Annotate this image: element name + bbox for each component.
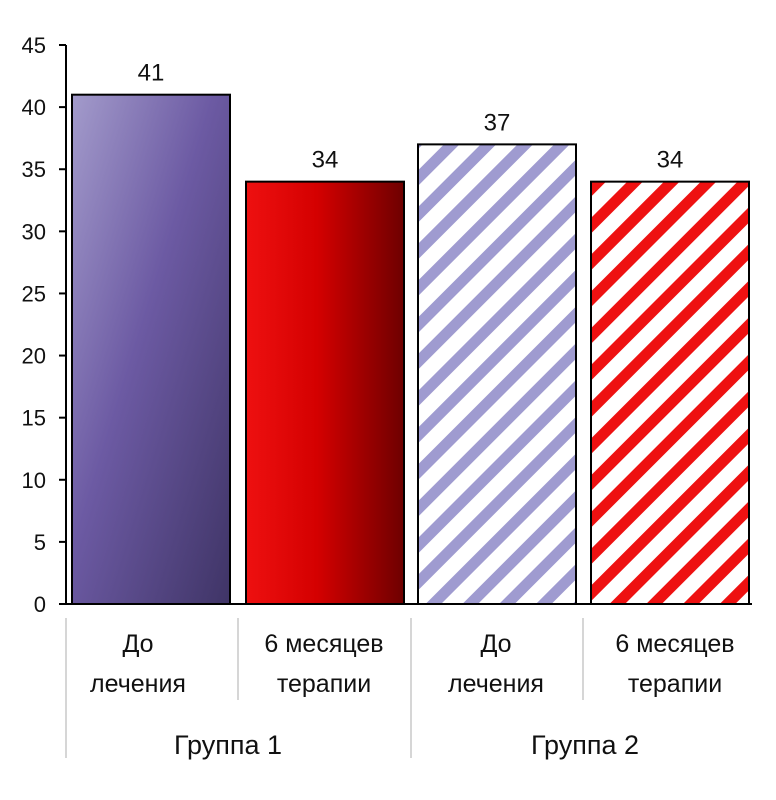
y-tick-label-15: 15	[22, 406, 46, 431]
category-label-4-line-1: 6 месяцев	[615, 630, 734, 658]
data-label-1: 41	[138, 60, 165, 87]
y-tick-label-30: 30	[22, 219, 46, 244]
category-label-3-line-2: лечения	[448, 670, 544, 698]
category-label-3-line-1: До	[480, 630, 511, 658]
y-tick-label-20: 20	[22, 344, 46, 369]
y-axis: 0 5 10 15 20 25 30 35 40 45	[22, 33, 752, 617]
group-label-1: Группа 1	[174, 730, 282, 760]
y-tick-label-45: 45	[22, 33, 46, 58]
category-label-1-line-2: лечения	[90, 670, 186, 698]
bar-3	[417, 143, 577, 605]
y-tick-label-40: 40	[22, 95, 46, 120]
bar-1	[71, 93, 231, 605]
category-label-2-line-2: терапии	[277, 670, 371, 698]
category-label-2-line-1: 6 месяцев	[264, 630, 383, 658]
category-label-4-line-2: терапии	[628, 670, 722, 698]
y-tick-label-25: 25	[22, 281, 46, 306]
bar-4	[590, 180, 750, 605]
x-axis-labels: До лечения 6 месяцев терапии До лечения 6 меся…	[65, 618, 735, 760]
y-tick-label-10: 10	[22, 468, 46, 493]
y-tick-label-5: 5	[34, 530, 46, 555]
bars-layer: 41 34 37 34	[71, 60, 750, 605]
category-label-1-line-1: До	[122, 630, 153, 658]
y-tick-label-35: 35	[22, 157, 46, 182]
data-label-4: 34	[657, 147, 684, 174]
bar-2	[245, 180, 405, 605]
data-label-2: 34	[312, 147, 339, 174]
group-label-2: Группа 2	[531, 730, 639, 760]
data-label-3: 37	[484, 109, 511, 136]
y-tick-label-0: 0	[34, 592, 46, 617]
